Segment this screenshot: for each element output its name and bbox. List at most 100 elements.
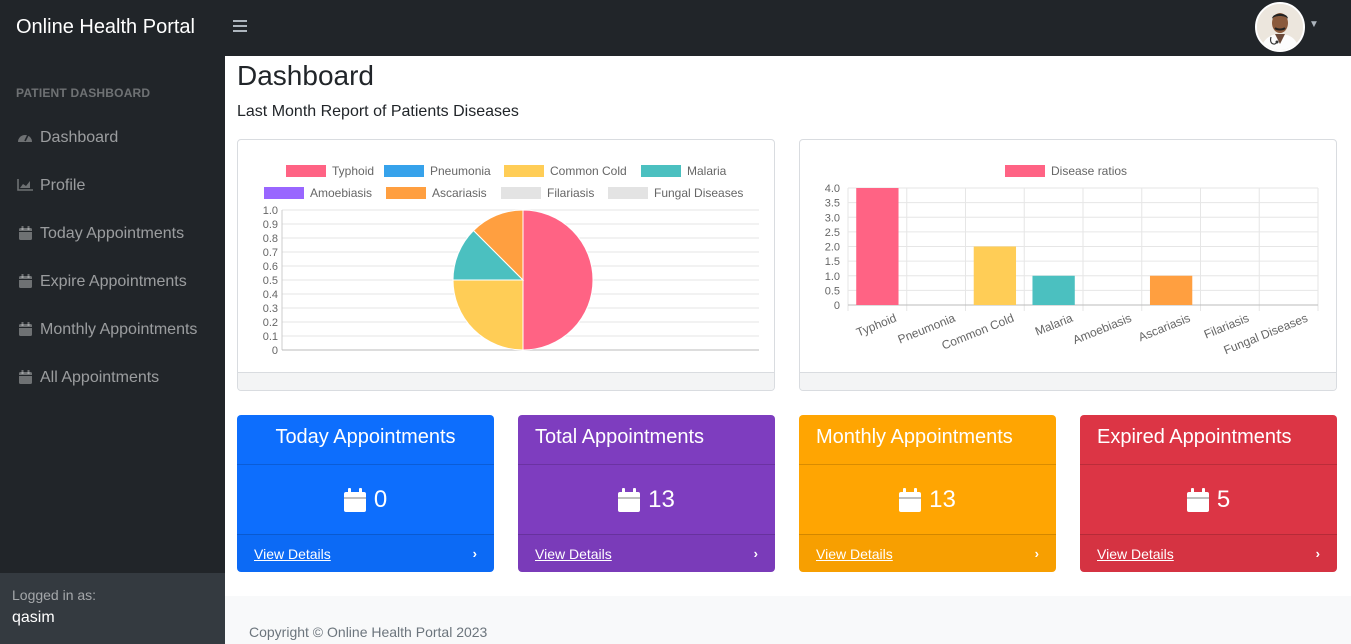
sidebar-item-all-appointments[interactable]: All Appointments	[16, 364, 159, 392]
bar-ascariasis	[1149, 275, 1193, 305]
stat-card-body: 13	[518, 465, 775, 534]
calendar-icon	[1186, 487, 1209, 512]
stat-card-value: 0	[373, 485, 388, 513]
legend-label: Ascariasis	[432, 186, 487, 200]
stat-card-total: Total Appointments 13 View Details ›	[518, 415, 775, 572]
calendar-icon	[16, 369, 34, 387]
page-title: Dashboard	[237, 60, 374, 91]
stat-card-value: 13	[929, 485, 956, 513]
y-tick-label: 0.5	[825, 285, 840, 297]
card-footer	[238, 372, 774, 390]
legend-swatch	[386, 187, 426, 199]
calendar-icon	[343, 487, 366, 512]
legend-label: Disease ratios	[1051, 164, 1127, 178]
bar-typhoid	[856, 188, 899, 305]
calendar-icon	[899, 487, 922, 512]
y-tick-label: 0.3	[263, 303, 278, 315]
y-tick-label: 1.5	[825, 256, 840, 268]
pie-slice-typhoid	[522, 209, 594, 351]
legend-swatch	[608, 187, 648, 199]
x-tick-label: Ascariasis	[1136, 311, 1192, 344]
view-details-link[interactable]: View Details ›	[1080, 534, 1337, 572]
view-details-link[interactable]: View Details ›	[799, 534, 1056, 572]
chevron-right-icon[interactable]: ›	[753, 546, 758, 561]
page-subtitle: Last Month Report of Patients Diseases	[237, 103, 519, 120]
legend-swatch	[1005, 165, 1045, 177]
sidebar-item-label: Expire Appointments	[40, 273, 187, 290]
stat-card-body: 13	[799, 465, 1056, 534]
y-tick-label: 2.0	[825, 242, 840, 254]
y-tick-label: 0.4	[263, 289, 278, 301]
bar-malaria	[1032, 275, 1075, 305]
stat-card-today: Today Appointments 0 View Details ›	[237, 415, 494, 572]
view-details-text[interactable]: View Details	[1097, 545, 1174, 562]
y-tick-label: 1.0	[263, 205, 278, 217]
stat-card-body: 0	[237, 465, 494, 534]
pie-chart: Typhoid Pneumonia Common Cold Malaria Amoebi…	[263, 164, 759, 357]
legend-label: Common Cold	[550, 164, 627, 178]
view-details-text[interactable]: View Details	[535, 545, 612, 562]
sidebar-item-dashboard[interactable]: Dashboard	[16, 124, 118, 152]
top-navbar: Online Health Portal ▼	[0, 0, 1351, 56]
stat-card-title: Total Appointments	[518, 415, 775, 465]
legend-label: Pneumonia	[430, 164, 491, 178]
y-tick-label: 4.0	[825, 183, 840, 195]
chevron-right-icon[interactable]: ›	[1034, 546, 1039, 561]
x-tick-label: Malaria	[1033, 311, 1075, 339]
y-tick-label: 1.0	[825, 271, 840, 283]
y-tick-label: 0.6	[263, 261, 278, 273]
stat-card-body: 5	[1080, 465, 1337, 534]
view-details-link[interactable]: View Details ›	[237, 534, 494, 572]
y-tick-label: 2.5	[825, 227, 840, 239]
sidebar-item-expire-appointments[interactable]: Expire Appointments	[16, 268, 187, 296]
stat-card-title: Expired Appointments	[1080, 415, 1337, 465]
bar-chart: Disease ratios 0 0.5 1.0 1.5 2.0 2.5 3.0 3.5 4.0 T…	[825, 164, 1319, 357]
calendar-icon	[16, 321, 34, 339]
sidebar-footer: Logged in as: qasim	[0, 573, 225, 644]
menu-toggle-icon[interactable]	[233, 20, 247, 34]
y-tick-label: 0	[834, 300, 840, 312]
stat-card-title: Monthly Appointments	[799, 415, 1056, 465]
sidebar-item-label: Profile	[40, 177, 86, 194]
y-tick-label: 3.0	[825, 212, 840, 224]
y-tick-label: 0.8	[263, 233, 278, 245]
sidebar-item-label: All Appointments	[40, 369, 160, 386]
legend-label: Fungal Diseases	[654, 186, 743, 200]
x-tick-label: Typhoid	[854, 311, 898, 340]
view-details-link[interactable]: View Details ›	[518, 534, 775, 572]
copyright-text: Copyright © Online Health Portal 2023	[249, 624, 488, 640]
chart-icon	[16, 178, 34, 194]
y-tick-label: 0.7	[263, 247, 278, 259]
legend-label: Amoebiasis	[310, 186, 372, 200]
logged-in-user: qasim	[12, 609, 55, 626]
chevron-right-icon[interactable]: ›	[472, 546, 477, 561]
legend-swatch	[286, 165, 326, 177]
sidebar-heading: PATIENT DASHBOARD	[16, 86, 151, 100]
view-details-text[interactable]: View Details	[816, 545, 893, 562]
pie-slice-ascariasis	[472, 209, 524, 282]
user-avatar[interactable]	[1255, 2, 1305, 52]
sidebar-item-label: Monthly Appointments	[40, 321, 198, 338]
chevron-down-icon[interactable]: ▼	[1309, 19, 1319, 30]
y-tick-label: 0.2	[263, 317, 278, 329]
y-tick-label: 0	[272, 345, 278, 357]
chevron-right-icon[interactable]: ›	[1315, 546, 1320, 561]
view-details-text[interactable]: View Details	[254, 545, 331, 562]
app-title[interactable]: Online Health Portal	[16, 16, 195, 38]
sidebar-item-profile[interactable]: Profile	[16, 172, 85, 200]
legend-swatch	[504, 165, 544, 177]
calendar-icon	[16, 225, 34, 243]
y-tick-label: 3.5	[825, 198, 840, 210]
stat-card-value: 13	[648, 485, 675, 513]
pie-chart-card: Typhoid Pneumonia Common Cold Malaria Amoebi…	[237, 139, 775, 391]
bar-chart-card: Disease ratios 0 0.5 1.0 1.5 2.0 2.5 3.0 3.5 4.0 T…	[799, 139, 1337, 391]
sidebar-item-monthly-appointments[interactable]: Monthly Appointments	[16, 316, 197, 344]
sidebar-item-today-appointments[interactable]: Today Appointments	[16, 220, 184, 248]
page-footer: Copyright © Online Health Portal 2023	[225, 596, 1351, 644]
sidebar-item-label: Today Appointments	[40, 225, 185, 242]
legend-swatch	[264, 187, 304, 199]
y-tick-label: 0.5	[263, 275, 278, 287]
legend-swatch	[641, 165, 681, 177]
stat-card-value: 5	[1216, 485, 1231, 513]
legend-swatch	[501, 187, 541, 199]
